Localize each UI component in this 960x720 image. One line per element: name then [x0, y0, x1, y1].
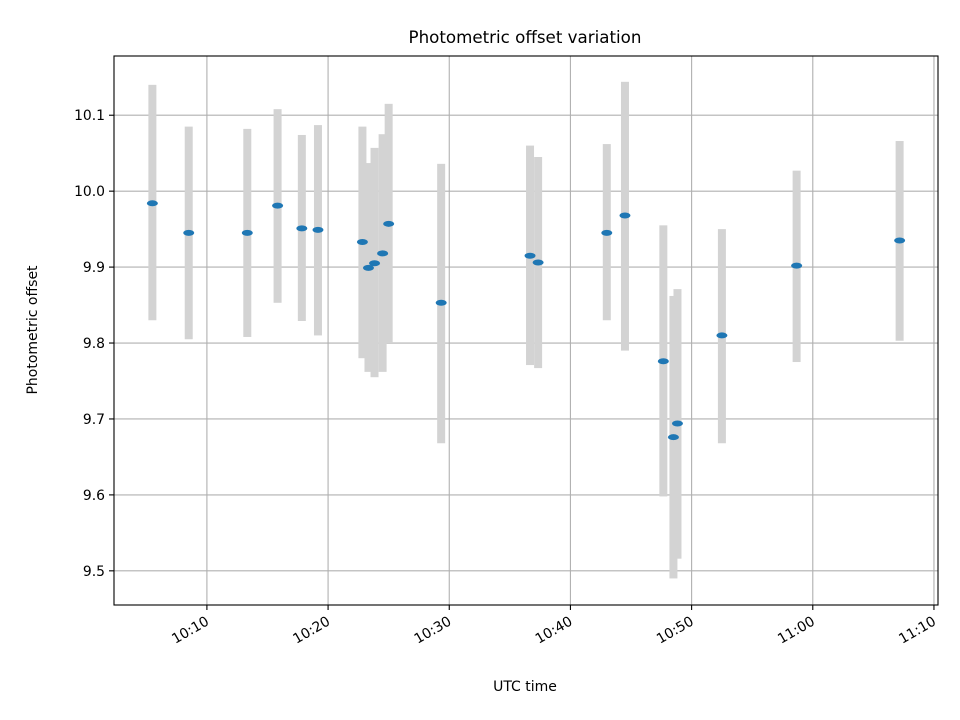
data-point: [619, 212, 631, 219]
data-point: [601, 229, 613, 236]
data-point: [524, 252, 536, 259]
data-point: [671, 420, 683, 427]
y-tick-label: 9.9: [83, 260, 105, 276]
y-tick-label: 9.8: [83, 336, 105, 352]
y-tick-label: 9.5: [83, 564, 105, 580]
y-tick-label: 10.0: [74, 184, 105, 200]
data-points: [146, 200, 906, 441]
plot-area-frame: [113, 55, 939, 606]
chart-title: Photometric offset variation: [409, 27, 642, 47]
data-point: [356, 239, 368, 246]
y-tick-label: 9.7: [83, 412, 105, 428]
data-point: [716, 332, 728, 339]
data-point: [435, 299, 447, 306]
y-tick-label: 10.1: [74, 108, 105, 124]
data-point: [894, 237, 906, 244]
data-point: [272, 202, 284, 209]
data-point: [312, 226, 324, 233]
data-point: [657, 358, 669, 365]
data-point: [383, 220, 395, 227]
data-point: [296, 225, 308, 232]
data-point: [183, 229, 195, 236]
data-point: [369, 260, 381, 267]
data-point: [362, 264, 374, 271]
data-point: [791, 262, 803, 269]
data-point: [146, 200, 158, 207]
data-point: [377, 250, 389, 257]
data-point: [667, 434, 679, 441]
data-point: [241, 229, 253, 236]
x-axis-label: UTC time: [493, 679, 557, 695]
grid: [114, 56, 938, 605]
y-tick-label: 9.6: [83, 488, 105, 504]
data-point: [532, 259, 544, 266]
y-axis-label: Photometric offset: [25, 265, 41, 395]
